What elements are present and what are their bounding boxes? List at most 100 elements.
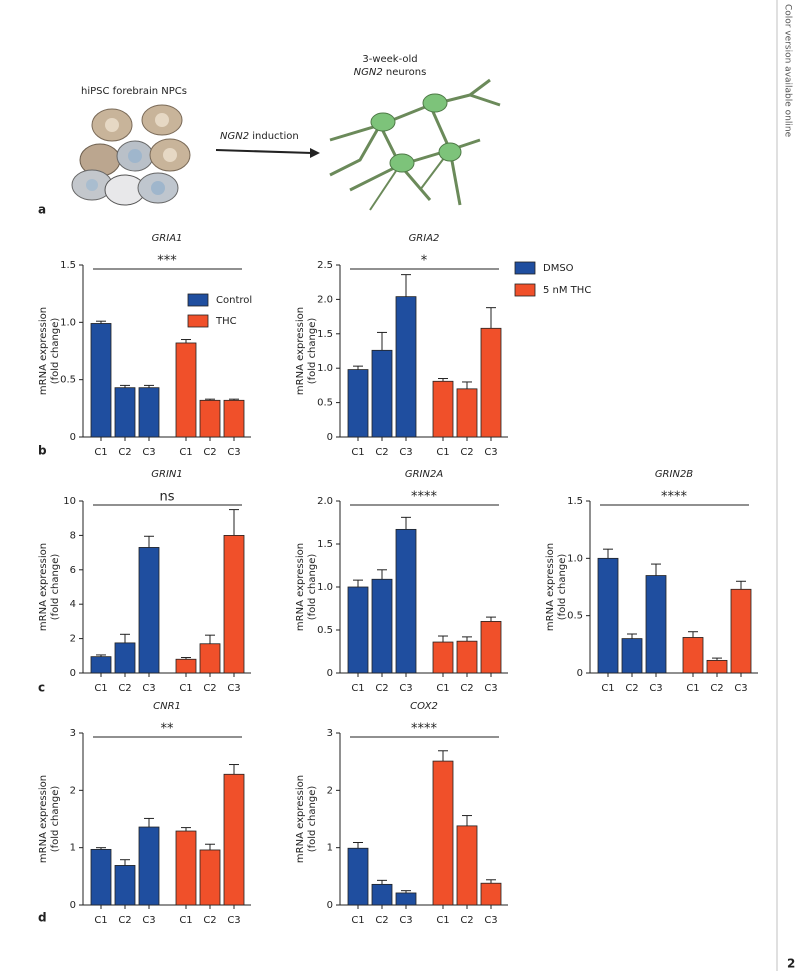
y-tick-label: 2 (70, 634, 76, 645)
x-tick-label: C2 (203, 447, 216, 458)
bar (347, 847, 369, 906)
bar (90, 656, 112, 674)
npc-cells (71, 104, 191, 206)
bar (432, 380, 454, 438)
y-tick-label: 0.5 (567, 611, 583, 622)
y-tick-label: 10 (63, 496, 76, 507)
x-tick-label: C2 (118, 915, 131, 926)
bar (480, 882, 502, 906)
x-tick-label: C3 (142, 915, 155, 926)
y-tick-label: 1.0 (60, 317, 76, 328)
x-tick-label: C1 (601, 683, 614, 694)
bar (480, 327, 502, 438)
bar (223, 773, 245, 906)
bar (395, 296, 417, 438)
bar (432, 641, 454, 674)
x-tick-label: C2 (460, 915, 473, 926)
x-tick-label: C2 (710, 683, 723, 694)
x-tick-label: C2 (203, 683, 216, 694)
x-tick-label: C3 (399, 447, 412, 458)
panel-label: d (38, 911, 47, 925)
x-tick-label: C1 (94, 683, 107, 694)
arrow-head (310, 148, 320, 158)
bar (730, 588, 752, 674)
y-axis-label: (fold change) (50, 554, 61, 621)
y-tick-label: 0.5 (60, 375, 76, 386)
x-tick-label: C3 (227, 915, 240, 926)
x-tick-label: C1 (179, 447, 192, 458)
y-tick-label: 0 (70, 900, 76, 911)
y-axis-label: mRNA expression (38, 775, 49, 863)
y-axis-label: mRNA expression (295, 307, 306, 395)
y-tick-label: 0 (327, 432, 333, 443)
y-axis-label: mRNA expression (295, 775, 306, 863)
x-tick-label: C2 (460, 447, 473, 458)
x-tick-label: C3 (142, 447, 155, 458)
significance-label: **** (661, 490, 688, 505)
bar (90, 323, 112, 438)
x-tick-label: C1 (686, 683, 699, 694)
significance-label: **** (411, 490, 438, 505)
bar (682, 637, 704, 674)
bar (138, 826, 160, 906)
y-tick-label: 8 (70, 530, 76, 541)
x-tick-label: C2 (625, 683, 638, 694)
legend-swatch (187, 293, 209, 307)
legend-label: Control (216, 295, 252, 306)
x-tick-label: C3 (484, 447, 497, 458)
bar (597, 557, 619, 674)
x-tick-label: C1 (436, 447, 449, 458)
bar (456, 388, 478, 438)
y-axis-label: (fold change) (50, 318, 61, 385)
neuron-label-rest: neurons (383, 67, 427, 78)
x-tick-label: C1 (351, 447, 364, 458)
x-tick-label: C2 (203, 915, 216, 926)
chart-title: GRIA1 (152, 233, 183, 244)
x-tick-label: C2 (118, 447, 131, 458)
arrow-label-rest: induction (249, 131, 299, 142)
panel-label: b (38, 444, 47, 458)
bar (114, 642, 136, 674)
y-tick-label: 0 (70, 432, 76, 443)
bar (199, 643, 221, 674)
arrow-label-gene: NGN2 (220, 131, 249, 142)
legend-swatch (514, 261, 536, 275)
legend-label: DMSO (543, 263, 574, 274)
bar (456, 825, 478, 906)
x-tick-label: C3 (399, 915, 412, 926)
y-tick-label: 0 (577, 668, 583, 679)
legend-label: THC (215, 316, 237, 327)
bar (199, 849, 221, 906)
x-tick-label: C3 (227, 683, 240, 694)
significance-label: **** (411, 722, 438, 737)
legend-swatch (514, 283, 536, 297)
y-tick-label: 1.5 (317, 329, 333, 340)
x-tick-label: C3 (649, 683, 662, 694)
y-tick-label: 0.5 (317, 398, 333, 409)
bar (706, 659, 728, 674)
significance-label: ns (159, 490, 174, 505)
y-tick-label: 0 (70, 668, 76, 679)
panel-label: c (38, 681, 45, 695)
neuron-bodies (370, 93, 462, 173)
y-axis-label: (fold change) (50, 786, 61, 853)
y-tick-label: 1.0 (567, 553, 583, 564)
y-tick-label: 2 (327, 785, 333, 796)
bar (199, 399, 221, 438)
x-tick-label: C3 (484, 915, 497, 926)
bar (395, 892, 417, 906)
y-tick-label: 1.0 (317, 582, 333, 593)
chart-title: GRIN2A (405, 469, 443, 480)
x-tick-label: C1 (436, 915, 449, 926)
bar (371, 349, 393, 438)
x-tick-label: C2 (375, 915, 388, 926)
y-tick-label: 1.5 (317, 539, 333, 550)
legend-label: 5 nM THC (543, 285, 591, 296)
y-axis-label: mRNA expression (38, 543, 49, 631)
y-axis-label: mRNA expression (545, 543, 556, 631)
arrow (215, 149, 313, 154)
arrow-label: NGN2 induction (220, 131, 299, 142)
